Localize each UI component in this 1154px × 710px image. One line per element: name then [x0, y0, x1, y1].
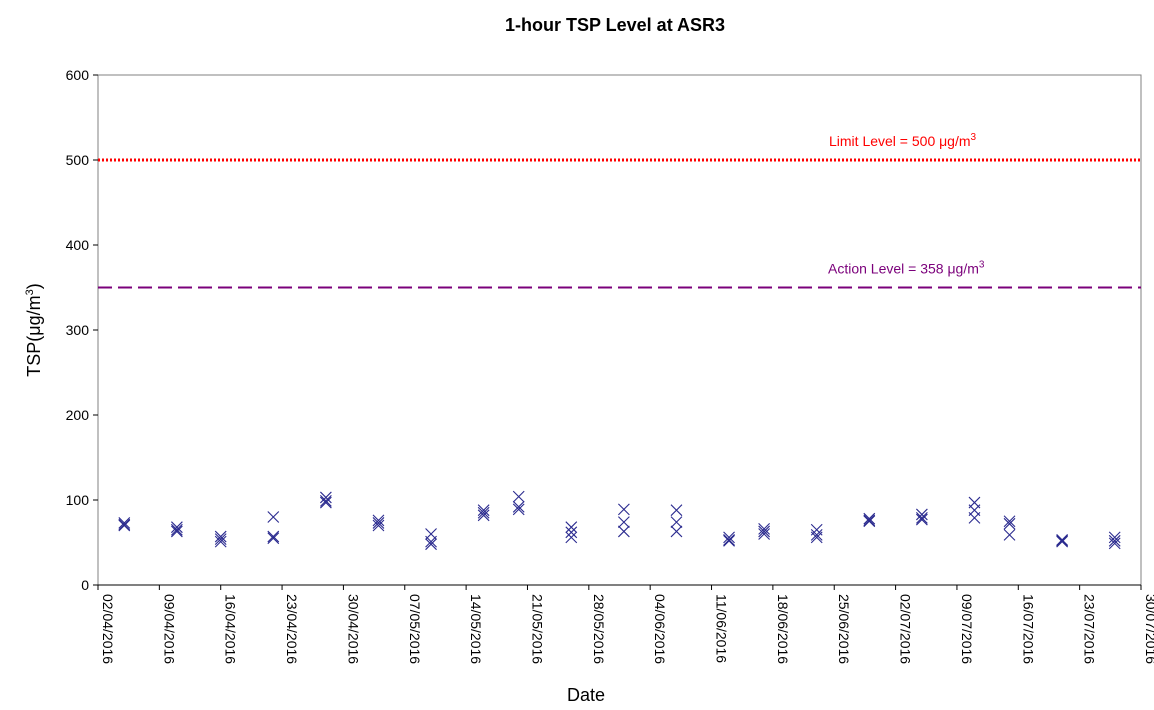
y-axis-label-superscript: 3 — [24, 289, 36, 295]
x-tick-label: 18/06/2016 — [775, 594, 791, 664]
data-point — [1108, 531, 1121, 544]
data-point — [968, 511, 981, 524]
data-point — [372, 519, 385, 532]
data-point — [565, 531, 578, 544]
data-point — [319, 496, 332, 509]
data-point — [863, 512, 876, 525]
x-tick-label: 04/06/2016 — [652, 594, 668, 664]
data-point — [1056, 534, 1069, 546]
data-point — [267, 532, 280, 545]
x-tick-label: 02/04/2016 — [100, 594, 116, 664]
y-axis: 0 100 200 300 400 500 600 — [66, 67, 98, 593]
data-point — [170, 523, 183, 536]
data-point — [425, 535, 437, 548]
data-points — [118, 490, 1121, 551]
x-tick-label: 11/06/2016 — [714, 594, 730, 663]
x-tick-label: 25/06/2016 — [836, 594, 852, 664]
data-point — [1056, 534, 1069, 547]
data-point — [1056, 535, 1069, 548]
data-point — [1003, 517, 1016, 530]
data-point — [810, 531, 823, 544]
data-point — [425, 538, 437, 551]
data-point — [723, 534, 735, 547]
data-point — [617, 525, 630, 538]
data-point — [565, 521, 578, 534]
x-tick-label: 30/04/2016 — [345, 594, 361, 664]
data-point — [1003, 515, 1016, 528]
data-point — [1003, 528, 1016, 541]
chart-title: 1-hour TSP Level at ASR3 — [505, 15, 725, 35]
data-point — [267, 511, 280, 523]
y-axis-label-main: TSP(μg/m — [24, 295, 44, 376]
x-axis-label: Date — [567, 685, 605, 705]
y-tick-label: 300 — [66, 322, 90, 338]
x-tick-label: 14/05/2016 — [468, 594, 484, 664]
data-point — [565, 526, 578, 539]
data-point — [915, 511, 928, 524]
data-point — [1108, 537, 1121, 550]
plot-area — [97, 74, 1142, 586]
data-point — [1108, 534, 1121, 547]
y-axis-label-end: ) — [24, 283, 44, 289]
y-axis-label: TSP(μg/m3) — [24, 283, 44, 377]
data-point — [617, 503, 630, 516]
data-point — [670, 504, 683, 517]
data-point — [670, 525, 683, 538]
data-point — [372, 517, 385, 529]
data-point — [617, 516, 630, 528]
y-tick-label: 0 — [81, 577, 89, 593]
reference-lines: Limit Level = 500 μg/m3 Action Level = 35… — [98, 132, 1141, 289]
action-level-label: Action Level = 358 μg/m3 — [828, 260, 985, 277]
data-point — [118, 519, 131, 532]
data-point — [863, 514, 876, 527]
y-tick-label: 100 — [66, 492, 90, 508]
data-point — [118, 518, 131, 531]
data-point — [758, 528, 771, 540]
data-point — [512, 500, 525, 513]
data-point — [477, 509, 490, 522]
y-tick-label: 500 — [66, 152, 90, 168]
data-point — [372, 514, 385, 527]
data-point — [915, 513, 928, 526]
data-point — [214, 533, 227, 545]
x-tick-label: 30/07/2016 — [1143, 594, 1154, 664]
data-point — [512, 503, 525, 516]
data-point — [214, 535, 227, 548]
x-tick-label: 02/07/2016 — [898, 594, 914, 664]
data-point — [863, 515, 876, 528]
x-tick-label: 21/05/2016 — [529, 594, 545, 664]
data-point — [477, 506, 490, 519]
data-point — [267, 530, 280, 543]
data-point — [214, 530, 227, 543]
data-point — [170, 521, 183, 534]
y-tick-label: 600 — [66, 67, 90, 83]
data-point — [723, 531, 735, 544]
data-point — [319, 491, 332, 504]
data-point — [723, 534, 735, 546]
limit-level-label: Limit Level = 500 μg/m3 — [829, 132, 977, 149]
data-point — [758, 525, 771, 538]
y-tick-label: 200 — [66, 407, 90, 423]
x-tick-label: 09/07/2016 — [959, 594, 975, 664]
data-point — [758, 523, 771, 535]
x-tick-label: 07/05/2016 — [407, 594, 423, 664]
x-tick-label: 23/07/2016 — [1082, 594, 1098, 664]
data-point — [810, 528, 823, 541]
data-point — [670, 516, 683, 528]
x-tick-label: 16/07/2016 — [1020, 594, 1036, 664]
x-tick-label: 09/04/2016 — [161, 594, 177, 664]
data-point — [915, 508, 928, 521]
x-tick-label: 23/04/2016 — [284, 594, 300, 664]
data-point — [118, 517, 131, 529]
data-point — [170, 525, 183, 538]
y-tick-label: 400 — [66, 237, 90, 253]
data-point — [512, 490, 525, 503]
x-tick-label: 28/05/2016 — [591, 594, 607, 664]
data-point — [477, 504, 490, 517]
x-axis: 02/04/2016 09/04/2016 16/04/2016 23/04/2016… — [97, 584, 1154, 664]
data-point — [319, 494, 332, 507]
x-tick-label: 16/04/2016 — [223, 594, 239, 664]
